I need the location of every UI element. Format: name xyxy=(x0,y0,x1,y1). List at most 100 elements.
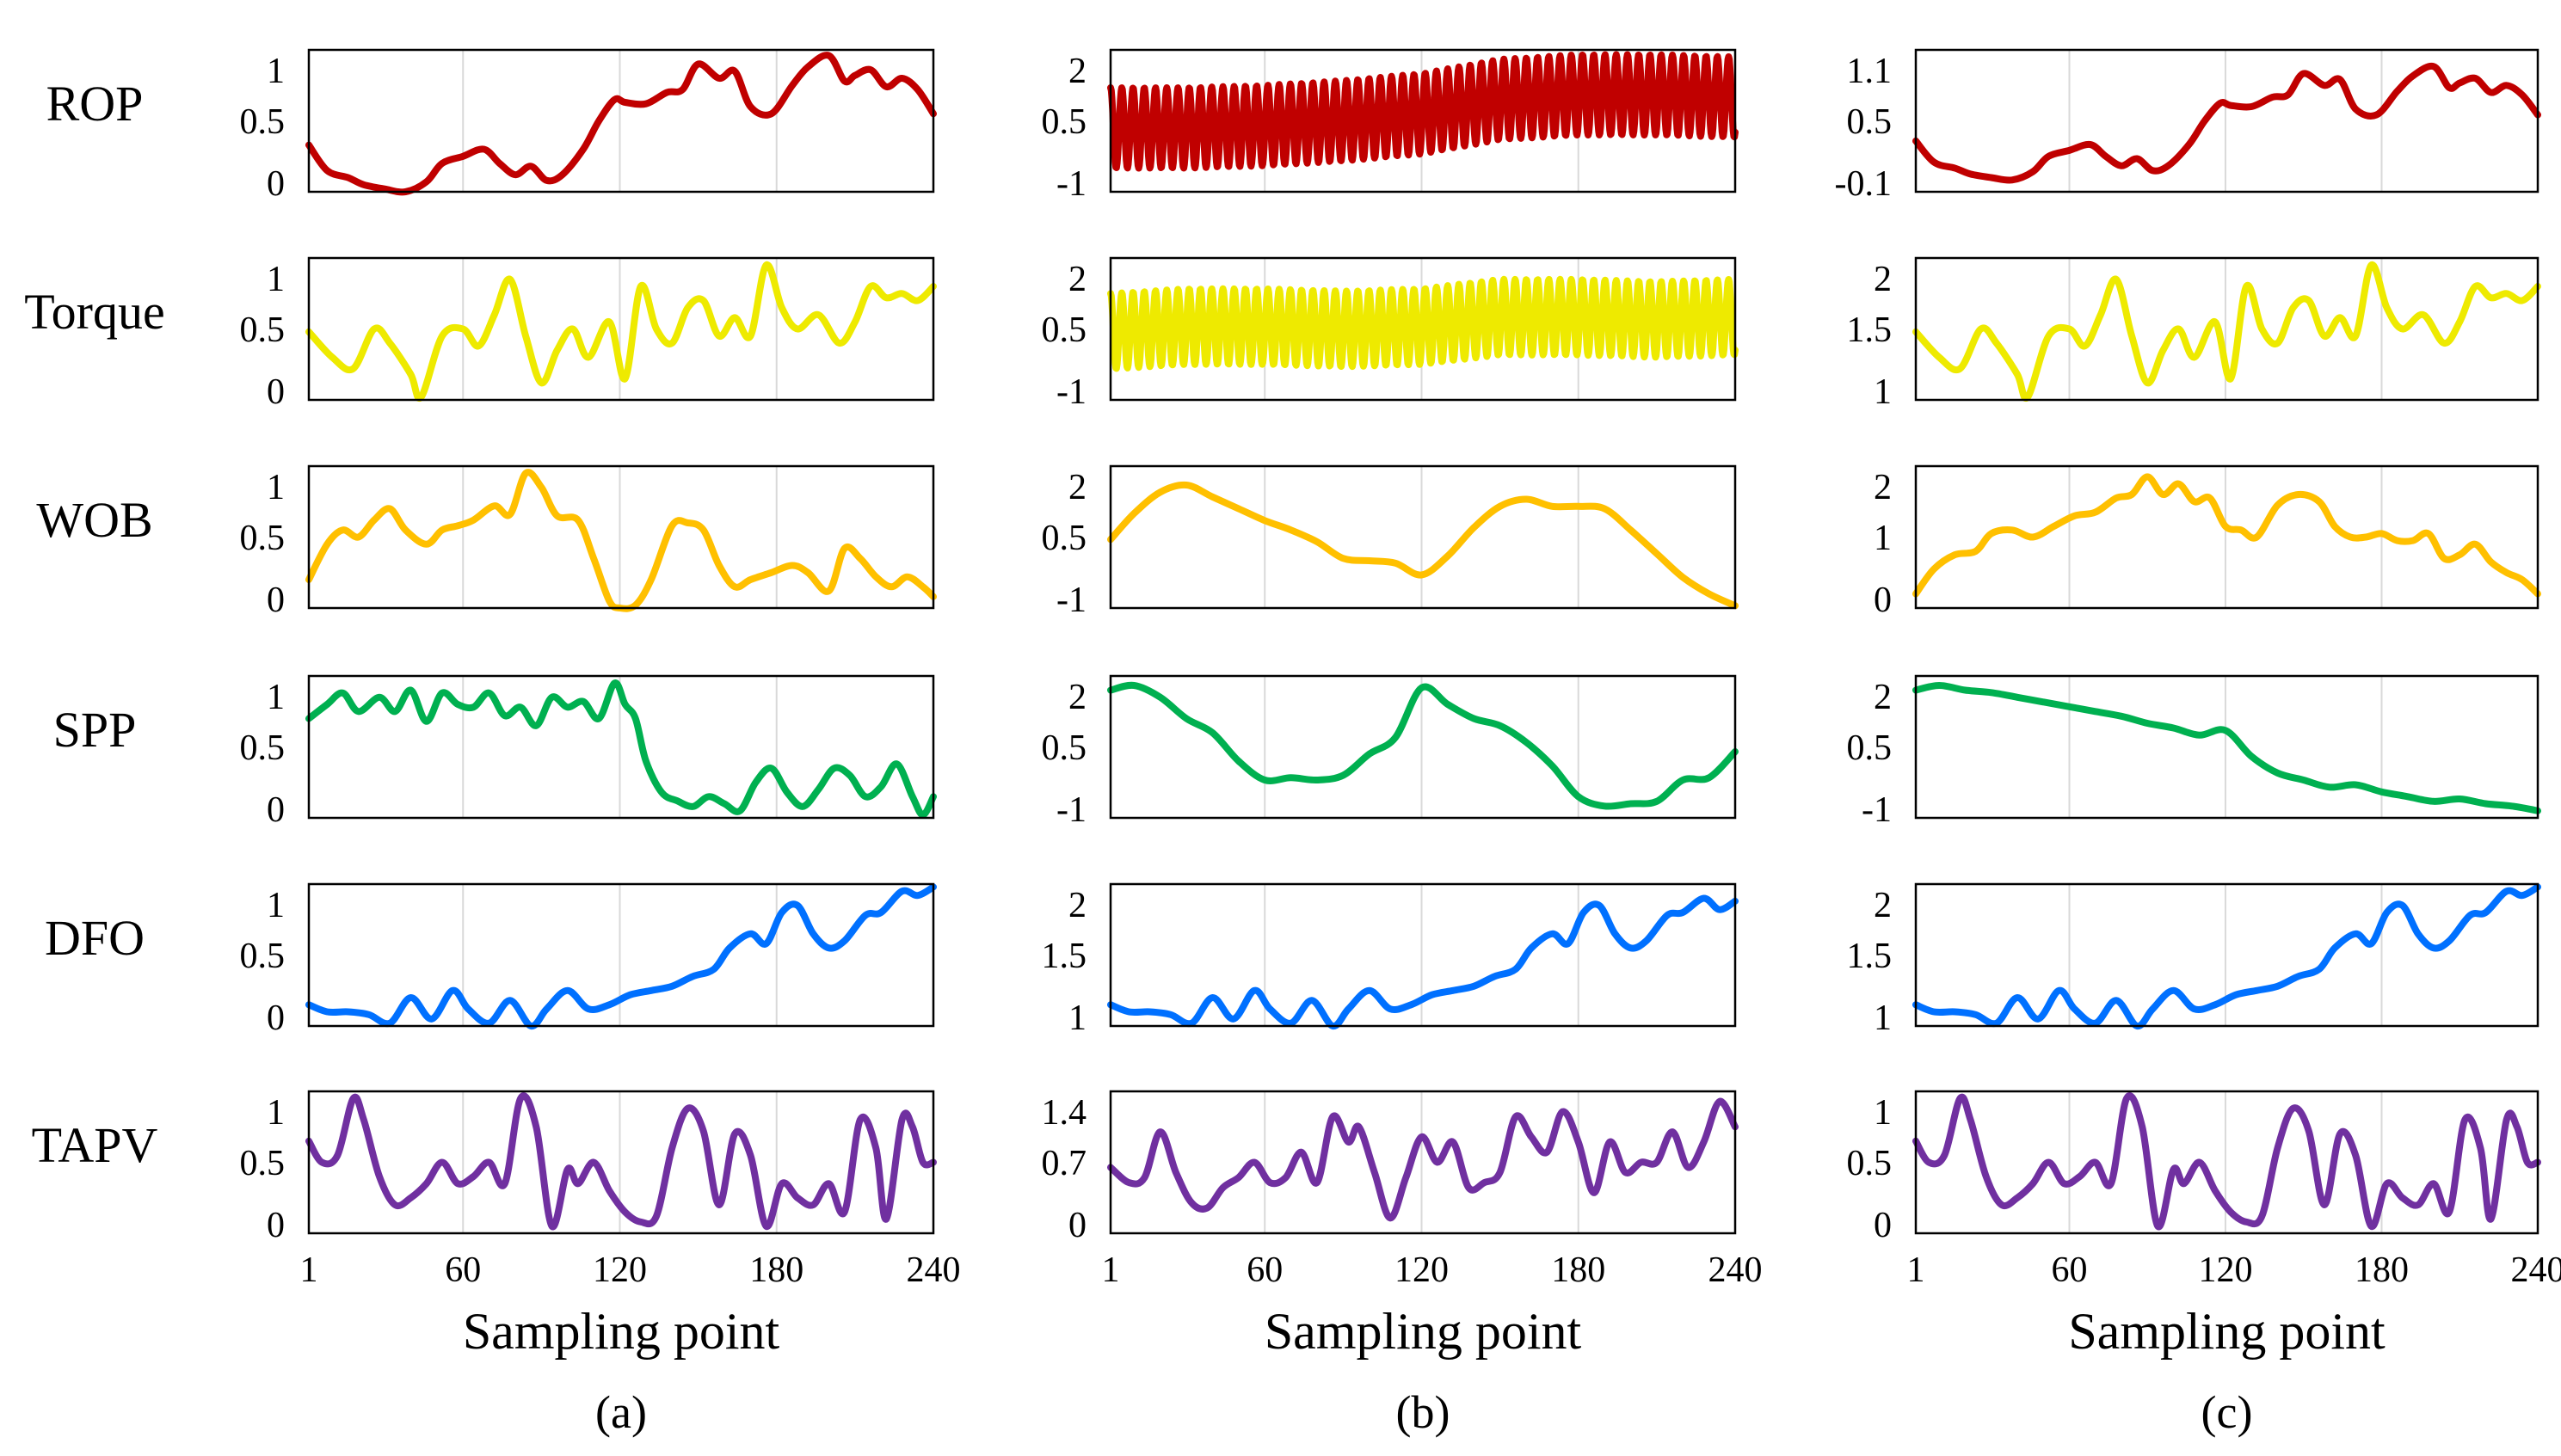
y-tick-label: 0.5 xyxy=(1042,519,1087,558)
y-tick-label: 1 xyxy=(267,52,285,91)
y-tick-label: 0.5 xyxy=(240,728,286,768)
row-label-rop: ROP xyxy=(46,76,144,132)
y-tick-label: -1 xyxy=(1056,581,1087,620)
row-label-wob: WOB xyxy=(36,492,152,548)
x-tick-label: 120 xyxy=(2198,1250,2252,1290)
series-line-torque xyxy=(1107,275,1739,372)
plot-frame xyxy=(1109,1090,1737,1235)
x-tick-label: 180 xyxy=(2355,1250,2409,1290)
y-tick-label: 1 xyxy=(267,886,285,925)
x-tick-label: 240 xyxy=(1708,1250,1763,1290)
y-tick-label: -1 xyxy=(1056,372,1087,412)
y-tick-label: 2 xyxy=(1874,468,1892,507)
x-tick-label: 120 xyxy=(593,1250,647,1290)
row-label-spp: SPP xyxy=(53,702,137,758)
series-line-wob xyxy=(1107,481,1739,610)
plot-frame xyxy=(1109,882,1737,1028)
y-tick-label: 1 xyxy=(1068,998,1087,1038)
y-tick-label: 0.5 xyxy=(240,519,286,558)
y-tick-label: 0.5 xyxy=(240,102,286,142)
y-tick-label: 2 xyxy=(1874,260,1892,299)
plot-frame xyxy=(307,674,935,820)
y-tick-label: 1.1 xyxy=(1847,52,1893,91)
y-tick-label: 1 xyxy=(1874,998,1892,1038)
y-tick-label: 2 xyxy=(1068,886,1087,925)
panel-label: (a) xyxy=(595,1386,647,1438)
y-tick-label: 0.5 xyxy=(1847,728,1893,768)
y-tick-label: 1 xyxy=(267,678,285,717)
series-line-dfo xyxy=(1912,883,2541,1030)
plot-frame xyxy=(1914,674,2539,820)
row-label-torque: Torque xyxy=(24,284,164,340)
plot-frame xyxy=(1914,882,2539,1028)
y-tick-label: 0.5 xyxy=(1847,102,1893,142)
y-tick-label: -0.1 xyxy=(1835,164,1893,204)
plot-frame xyxy=(307,464,935,610)
series-line-tapv xyxy=(1107,1097,1739,1222)
y-tick-label: 1.4 xyxy=(1042,1093,1087,1133)
y-tick-label: 2 xyxy=(1874,886,1892,925)
x-tick-label: 120 xyxy=(1394,1250,1449,1290)
y-tick-label: -1 xyxy=(1862,790,1892,830)
y-tick-label: 2 xyxy=(1068,468,1087,507)
y-tick-label: -1 xyxy=(1056,164,1087,204)
y-tick-label: 2 xyxy=(1068,260,1087,299)
y-tick-label: 1.5 xyxy=(1847,310,1893,350)
plot-frame xyxy=(1109,674,1737,820)
x-tick-label: 180 xyxy=(749,1250,803,1290)
y-tick-label: 1 xyxy=(1874,1093,1892,1133)
plot-frame xyxy=(307,882,935,1028)
y-tick-label: 0 xyxy=(1874,1206,1892,1245)
series-line-rop xyxy=(1107,51,1739,172)
row-label-dfo: DFO xyxy=(45,910,145,966)
y-tick-label: 2 xyxy=(1068,678,1087,717)
y-tick-label: 1 xyxy=(1874,372,1892,412)
x-tick-label: 1 xyxy=(1907,1250,1925,1290)
series-line-torque xyxy=(305,261,937,402)
x-axis-title: Sampling point xyxy=(1265,1303,1582,1360)
y-tick-label: 0 xyxy=(1068,1206,1087,1245)
plot-frame xyxy=(307,1090,935,1235)
y-tick-label: 0.5 xyxy=(1042,728,1087,768)
y-tick-label: 1 xyxy=(267,468,285,507)
x-tick-label: 1 xyxy=(1102,1250,1120,1290)
y-tick-label: 2 xyxy=(1068,52,1087,91)
y-tick-label: 1 xyxy=(267,260,285,299)
series-line-dfo xyxy=(1107,894,1739,1030)
series-line-wob xyxy=(1912,473,2541,598)
y-tick-label: 0.5 xyxy=(1042,310,1087,350)
plot-frame xyxy=(1914,464,2539,610)
y-tick-label: 1.5 xyxy=(1847,937,1893,976)
plot-frame xyxy=(1914,256,2539,402)
series-line-spp xyxy=(305,679,937,819)
y-tick-label: 2 xyxy=(1874,678,1892,717)
plot-frame xyxy=(307,256,935,402)
series-line-spp xyxy=(1107,681,1739,810)
series-line-rop xyxy=(305,52,937,196)
y-tick-label: 1.5 xyxy=(1042,937,1087,976)
y-tick-label: 0 xyxy=(267,998,285,1038)
y-tick-label: 0 xyxy=(267,164,285,204)
plot-frame xyxy=(1109,48,1737,194)
x-axis-title: Sampling point xyxy=(463,1303,780,1360)
x-tick-label: 240 xyxy=(907,1250,961,1290)
y-tick-label: 0.5 xyxy=(240,310,286,350)
y-tick-label: 0.5 xyxy=(1042,102,1087,142)
y-tick-label: 0 xyxy=(267,790,285,830)
plot-frame xyxy=(1914,1090,2539,1235)
panel-label: (b) xyxy=(1396,1386,1450,1438)
x-tick-label: 60 xyxy=(1247,1250,1283,1290)
x-tick-label: 1 xyxy=(300,1250,318,1290)
series-line-dfo xyxy=(305,883,937,1030)
series-line-torque xyxy=(1912,261,2541,402)
y-tick-label: 1 xyxy=(267,1093,285,1133)
x-tick-label: 60 xyxy=(445,1250,481,1290)
row-label-tapv: TAPV xyxy=(32,1117,158,1173)
series-line-wob xyxy=(305,469,937,612)
y-tick-label: 0.7 xyxy=(1042,1144,1087,1183)
plot-frame xyxy=(1914,48,2539,194)
x-tick-label: 60 xyxy=(2051,1250,2087,1290)
plot-frame xyxy=(1109,464,1737,610)
y-tick-label: 0.5 xyxy=(240,937,286,976)
